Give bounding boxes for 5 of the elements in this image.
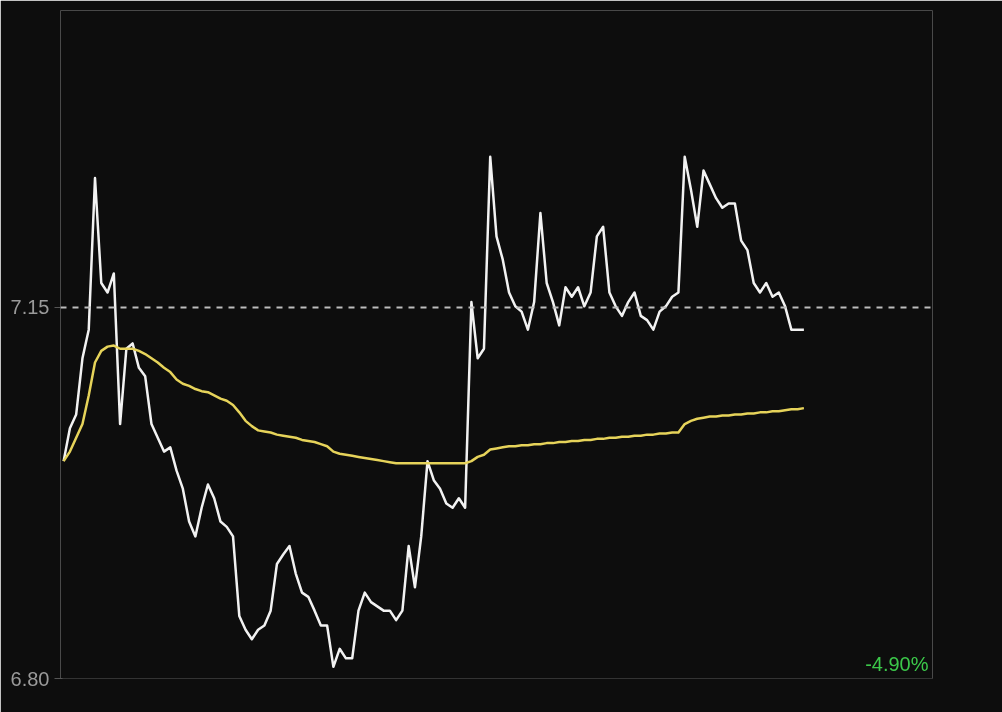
y-tick-label: 6.80 bbox=[10, 667, 50, 690]
line-series bbox=[62, 155, 806, 669]
annotation: -4.90% bbox=[865, 652, 929, 675]
line-series bbox=[62, 344, 806, 465]
y-tick-label: 7.15 bbox=[10, 296, 50, 319]
